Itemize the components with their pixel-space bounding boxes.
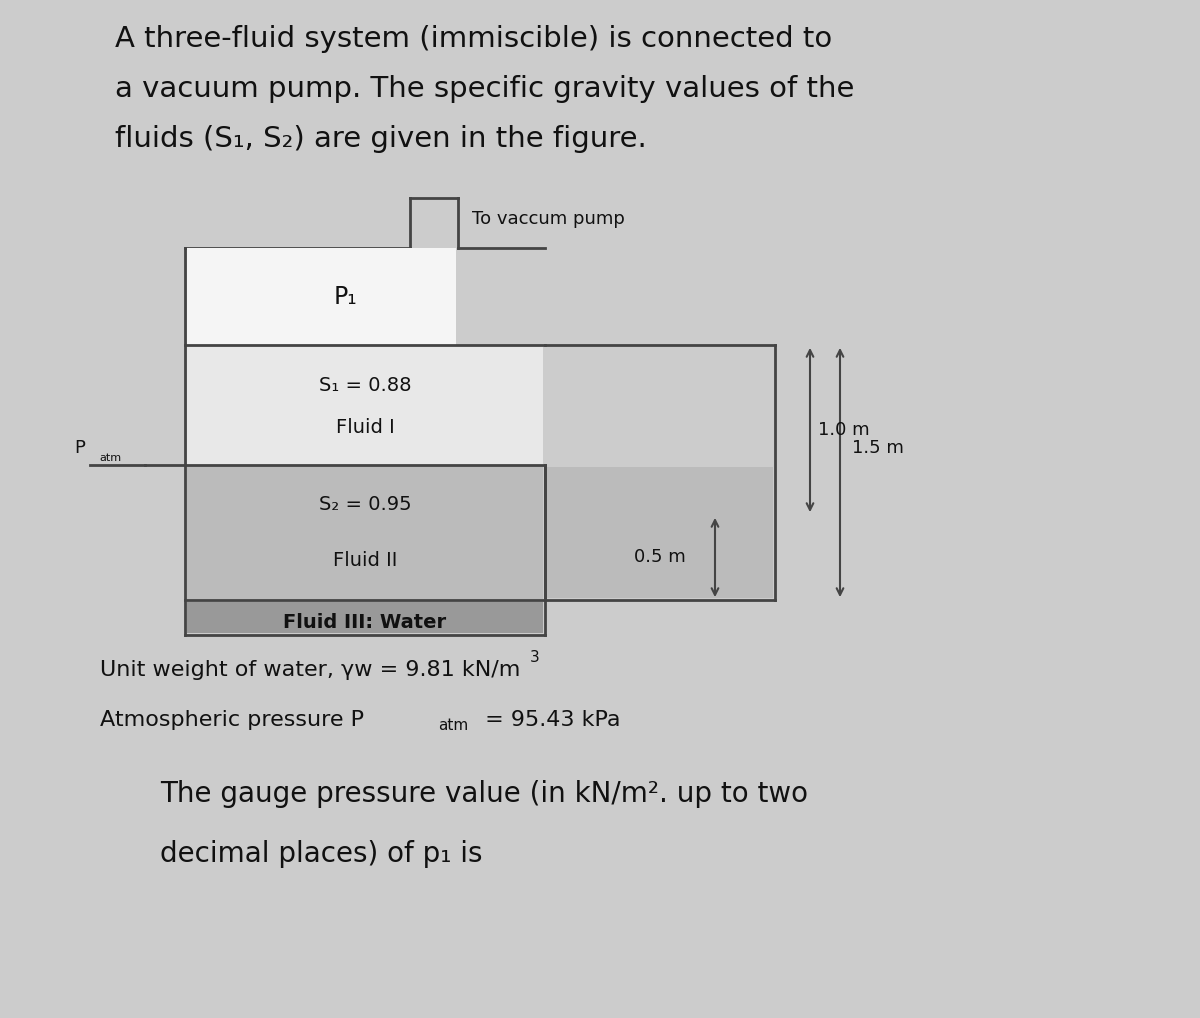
- Text: S₁ = 0.88: S₁ = 0.88: [319, 376, 412, 395]
- Bar: [187, 465, 542, 600]
- Bar: [547, 467, 773, 598]
- Bar: [187, 602, 542, 633]
- Text: Fluid II: Fluid II: [332, 551, 397, 570]
- Text: P₁: P₁: [334, 284, 356, 308]
- Text: 0.5 m: 0.5 m: [634, 549, 686, 566]
- Text: A three-fluid system (immiscible) is connected to: A three-fluid system (immiscible) is con…: [115, 25, 833, 53]
- Text: To vaccum pump: To vaccum pump: [472, 210, 625, 228]
- Text: a vacuum pump. The specific gravity values of the: a vacuum pump. The specific gravity valu…: [115, 75, 854, 103]
- Text: P: P: [74, 439, 85, 457]
- Bar: [187, 345, 542, 465]
- Bar: [187, 248, 456, 345]
- Text: atm: atm: [438, 718, 468, 733]
- Text: Unit weight of water, γw = 9.81 kN/m: Unit weight of water, γw = 9.81 kN/m: [100, 660, 521, 680]
- Text: = 95.43 kPa: = 95.43 kPa: [478, 710, 620, 730]
- Text: 1.0 m: 1.0 m: [818, 421, 870, 439]
- Text: 1.5 m: 1.5 m: [852, 439, 904, 456]
- Text: atm: atm: [98, 453, 121, 463]
- Text: decimal places) of p₁ is: decimal places) of p₁ is: [160, 840, 482, 868]
- Text: The gauge pressure value (in kN/m². up to two: The gauge pressure value (in kN/m². up t…: [160, 780, 808, 808]
- Text: S₂ = 0.95: S₂ = 0.95: [319, 495, 412, 514]
- Text: fluids (S₁, S₂) are given in the figure.: fluids (S₁, S₂) are given in the figure.: [115, 125, 647, 153]
- Text: Fluid I: Fluid I: [336, 417, 395, 437]
- Text: 3: 3: [530, 651, 540, 665]
- Text: Fluid III: Water: Fluid III: Water: [283, 613, 446, 632]
- Text: Atmospheric pressure P: Atmospheric pressure P: [100, 710, 364, 730]
